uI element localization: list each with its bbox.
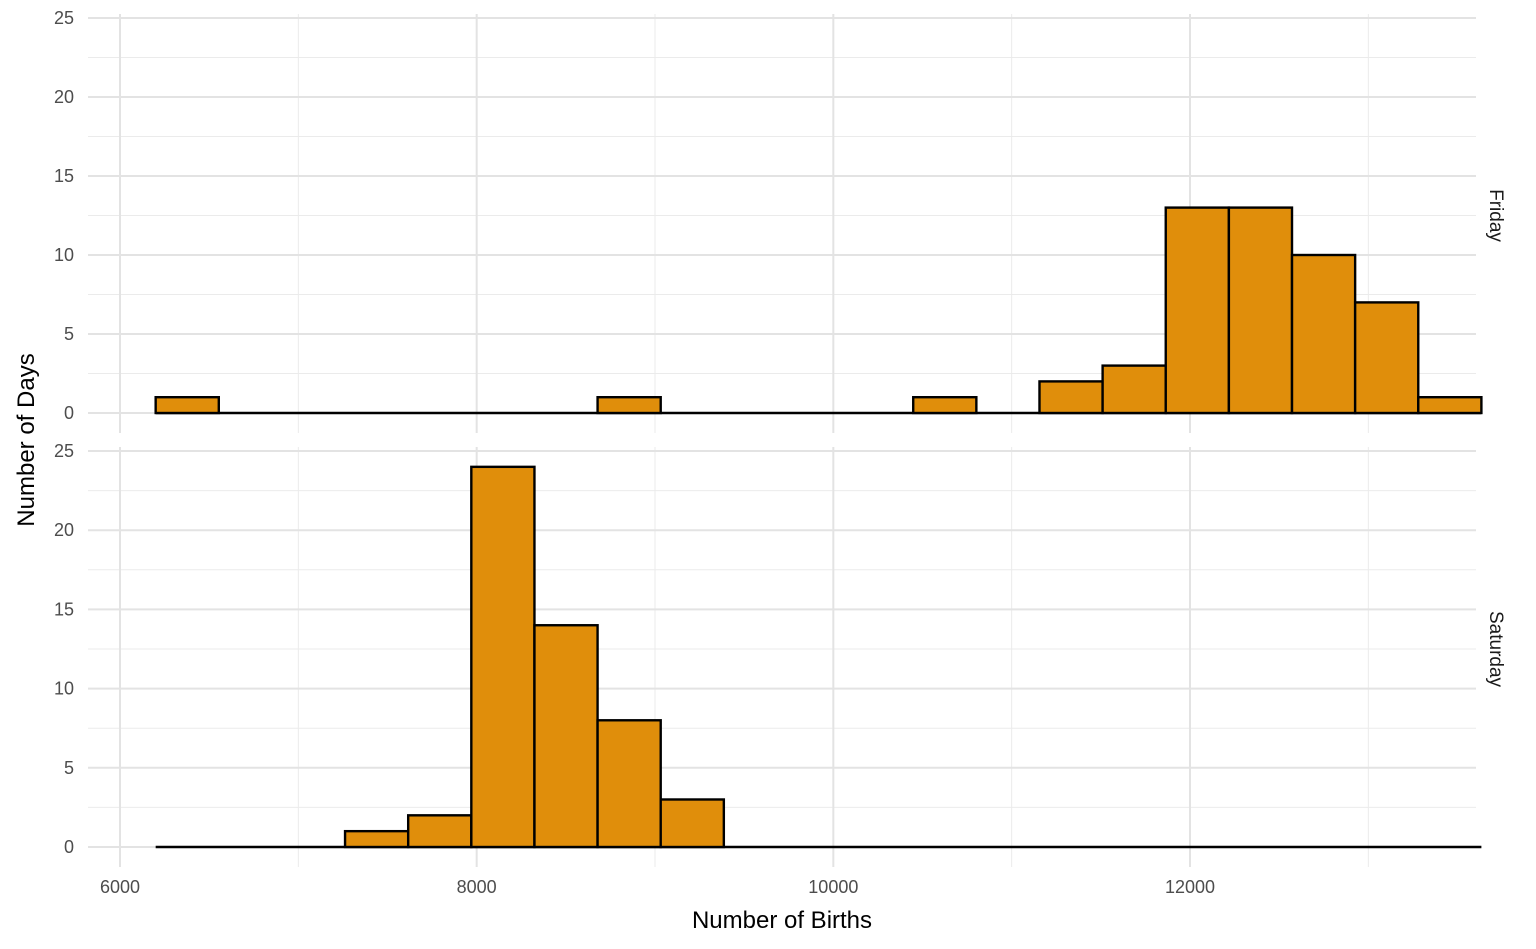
- histogram-bar: [1164, 206, 1231, 415]
- y-tick-label: 0: [64, 837, 74, 857]
- y-tick-label: 5: [64, 324, 74, 344]
- y-tick-label: 0: [64, 403, 74, 423]
- histogram-bar: [1038, 380, 1104, 415]
- bars-layer: [154, 206, 1483, 849]
- histogram-bar: [1417, 396, 1483, 415]
- histogram-bar: [596, 719, 662, 849]
- y-tick-label: 25: [54, 8, 74, 28]
- histogram-bar: [1290, 253, 1357, 415]
- facet-strip-label: Saturday: [1485, 611, 1506, 688]
- y-tick-label: 15: [54, 166, 74, 186]
- x-tick-label: 8000: [457, 877, 497, 897]
- histogram-bar: [406, 814, 473, 849]
- y-axis-title: Number of Days: [13, 353, 40, 526]
- histogram-bar: [1227, 206, 1294, 415]
- x-axis-title: Number of Births: [692, 907, 872, 934]
- grid-layer: [88, 14, 1476, 867]
- histogram-bar: [1101, 364, 1167, 415]
- histogram-bar: [154, 396, 220, 415]
- y-tick-label: 10: [54, 679, 74, 699]
- histogram-bar: [1353, 301, 1420, 415]
- histogram-bar: [343, 829, 410, 849]
- histogram-bar: [912, 396, 978, 415]
- y-tick-label: 20: [54, 87, 74, 107]
- histogram-bar: [470, 465, 536, 849]
- y-tick-label: 25: [54, 441, 74, 461]
- x-tick-label: 12000: [1165, 877, 1215, 897]
- histogram-bar: [596, 396, 662, 415]
- y-tick-label: 15: [54, 599, 74, 619]
- histogram-bar: [659, 798, 726, 849]
- y-tick-label: 10: [54, 245, 74, 265]
- labels-layer: 0 5 10 15 20 25 Friday 0 5 10 15 20 25 Saturday 6000 80…: [54, 8, 1506, 897]
- x-tick-label: 6000: [100, 877, 140, 897]
- y-tick-label: 5: [64, 758, 74, 778]
- y-tick-label: 20: [54, 520, 74, 540]
- histogram-bar: [533, 624, 599, 849]
- x-tick-label: 10000: [808, 877, 858, 897]
- facet-strip-label: Friday: [1485, 189, 1506, 242]
